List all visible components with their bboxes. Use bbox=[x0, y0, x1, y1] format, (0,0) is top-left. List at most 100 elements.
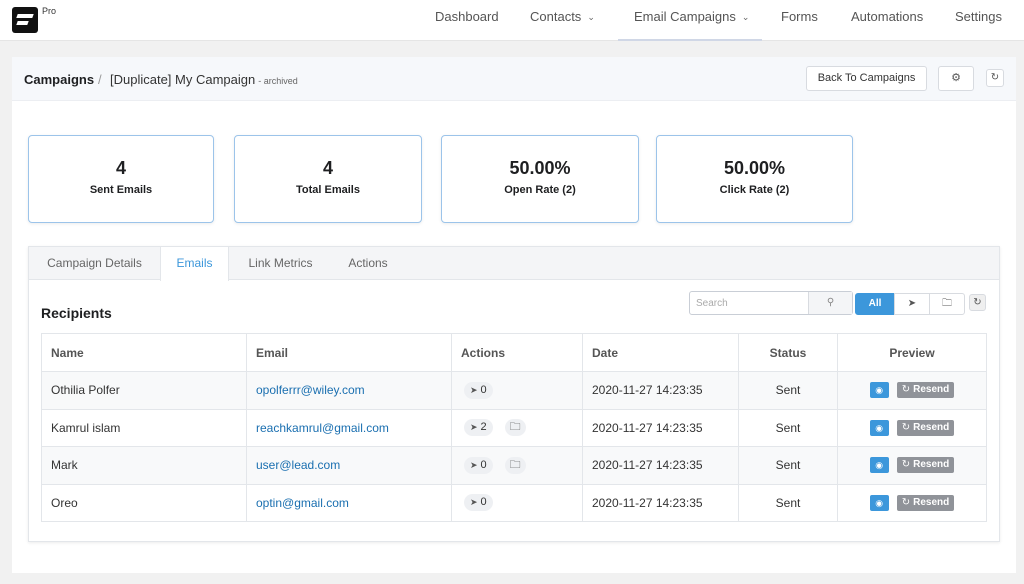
refresh-icon: ↻ bbox=[901, 421, 911, 433]
recipient-actions: ➤ 0 bbox=[451, 371, 583, 410]
recipient-date: 2020-11-27 14:23:35 bbox=[582, 408, 739, 447]
campaign-view: Campaigns / [Duplicate] My Campaign - arc… bbox=[12, 57, 1016, 573]
recipient-name: Kamrul islam bbox=[41, 408, 247, 447]
recipients-table: Name Email Actions Date Status Preview O… bbox=[41, 333, 987, 522]
folder-icon: 🗀 bbox=[504, 456, 526, 474]
filter-folder-button[interactable]: 🗀 bbox=[929, 293, 965, 315]
breadcrumb-separator: / bbox=[98, 72, 102, 87]
send-icon: ➤ bbox=[470, 384, 478, 395]
back-to-campaigns-button[interactable]: Back To Campaigns bbox=[806, 66, 927, 91]
tab-emails[interactable]: Emails bbox=[160, 247, 229, 281]
stat-label: Total Emails bbox=[296, 184, 360, 196]
nav-dashboard[interactable]: Dashboard bbox=[435, 9, 499, 24]
send-icon: ➤ bbox=[470, 497, 478, 508]
recipients-title: Recipients bbox=[41, 305, 112, 321]
search-icon: ⚲ bbox=[826, 297, 835, 308]
stat-value: 50.00% bbox=[723, 158, 786, 178]
breadcrumb-campaigns[interactable]: Campaigns bbox=[24, 72, 95, 87]
stat-label: Click Rate (2) bbox=[719, 184, 790, 196]
recipient-actions: ➤ 0 bbox=[451, 483, 583, 522]
nav-forms[interactable]: Forms bbox=[781, 9, 818, 24]
folder-icon: 🗀 bbox=[942, 298, 952, 309]
recipient-email[interactable]: user@lead.com bbox=[246, 446, 452, 485]
recipient-name: Othilia Polfer bbox=[41, 371, 247, 410]
recipient-name: Oreo bbox=[41, 483, 247, 522]
resend-button[interactable]: ↻ Resend bbox=[896, 419, 955, 436]
nav-email-campaigns[interactable]: Email Campaigns ⌄ bbox=[618, 0, 762, 41]
table-row: Kamrul islam reachkamrul@gmail.com ➤ 2 🗀 2… bbox=[41, 408, 987, 447]
resend-button[interactable]: ↻ Resend bbox=[896, 382, 955, 399]
col-actions: Actions bbox=[451, 333, 583, 372]
clicks-badge: ➤ 0 bbox=[464, 456, 493, 474]
stat-value: 50.00% bbox=[509, 158, 571, 178]
folder-icon: 🗀 bbox=[504, 419, 526, 437]
stat-value: 4 bbox=[322, 158, 333, 178]
filter-all-button[interactable]: All bbox=[855, 293, 895, 315]
recipient-date: 2020-11-27 14:23:35 bbox=[582, 483, 739, 522]
clicks-badge: ➤ 2 bbox=[464, 419, 493, 437]
send-icon: ➤ bbox=[470, 422, 478, 433]
tab-campaign-details[interactable]: Campaign Details bbox=[47, 256, 142, 270]
stat-total-emails: 4 Total Emails bbox=[234, 135, 422, 223]
chevron-down-icon: ⌄ bbox=[741, 12, 750, 22]
settings-button[interactable]: ⚙ bbox=[938, 66, 974, 91]
preview-eye-button[interactable]: ◉ bbox=[869, 457, 889, 474]
recipient-preview: ◉ ↻ Resend bbox=[837, 446, 987, 485]
archived-label: - archived bbox=[258, 76, 298, 86]
clicks-badge: ➤ 0 bbox=[464, 494, 493, 512]
preview-eye-button[interactable]: ◉ bbox=[869, 494, 889, 511]
recipient-email[interactable]: reachkamrul@gmail.com bbox=[246, 408, 452, 447]
resend-button[interactable]: ↻ Resend bbox=[896, 457, 955, 474]
recipient-date: 2020-11-27 14:23:35 bbox=[582, 446, 739, 485]
filter-sent-button[interactable]: ➤ bbox=[894, 293, 930, 315]
table-row: Oreo optin@gmail.com ➤ 0 2020-11-27 14:23… bbox=[41, 483, 987, 522]
refresh-button[interactable]: ↻ bbox=[969, 294, 986, 311]
recipient-date: 2020-11-27 14:23:35 bbox=[582, 371, 739, 410]
table-row: Othilia Polfer opolferrr@wiley.com ➤ 0 20… bbox=[41, 371, 987, 410]
search-box: ⚲ bbox=[689, 291, 853, 315]
tab-actions[interactable]: Actions bbox=[348, 256, 388, 270]
stat-click-rate: 50.00% Click Rate (2) bbox=[656, 135, 853, 223]
table-row: Mark user@lead.com ➤ 0 🗀 2020-11-27 14:23:… bbox=[41, 446, 987, 485]
preview-eye-button[interactable]: ◉ bbox=[869, 419, 889, 436]
col-name[interactable]: Name bbox=[41, 333, 247, 372]
col-status: Status bbox=[738, 333, 838, 372]
recipient-preview: ◉ ↻ Resend bbox=[837, 408, 987, 447]
page-title: [Duplicate] My Campaign - archived bbox=[110, 72, 298, 87]
send-icon: ➤ bbox=[907, 298, 917, 309]
resend-button[interactable]: ↻ Resend bbox=[896, 494, 955, 511]
nav-settings[interactable]: Settings bbox=[955, 9, 1002, 24]
refresh-icon: ↻ bbox=[901, 384, 911, 396]
preview-eye-button[interactable]: ◉ bbox=[869, 382, 889, 399]
app-logo[interactable] bbox=[12, 7, 38, 33]
nav-automations[interactable]: Automations bbox=[851, 9, 924, 24]
search-input[interactable] bbox=[690, 292, 808, 314]
col-email[interactable]: Email bbox=[246, 333, 452, 372]
recipient-preview: ◉ ↻ Resend bbox=[837, 483, 987, 522]
pro-badge: Pro bbox=[42, 6, 57, 16]
stat-value: 4 bbox=[115, 158, 126, 178]
stat-open-rate: 50.00% Open Rate (2) bbox=[441, 135, 639, 223]
chevron-down-icon: ⌄ bbox=[587, 12, 595, 22]
refresh-icon: ↻ bbox=[901, 459, 911, 471]
sync-icon: ↻ bbox=[990, 72, 1000, 83]
nav-contacts[interactable]: Contacts ⌄ bbox=[530, 0, 595, 41]
recipient-status: Sent bbox=[738, 408, 838, 447]
stat-label: Open Rate (2) bbox=[504, 184, 576, 196]
search-button[interactable]: ⚲ bbox=[808, 292, 852, 314]
recipient-name: Mark bbox=[41, 446, 247, 485]
recipient-status: Sent bbox=[738, 483, 838, 522]
table-header-row: Name Email Actions Date Status Preview bbox=[41, 333, 987, 372]
refresh-icon: ↻ bbox=[901, 496, 911, 508]
recipient-email[interactable]: opolferrr@wiley.com bbox=[246, 371, 452, 410]
recipient-email[interactable]: optin@gmail.com bbox=[246, 483, 452, 522]
page-header: Campaigns / [Duplicate] My Campaign - arc… bbox=[12, 57, 1016, 101]
clicks-badge: ➤ 0 bbox=[464, 381, 493, 399]
sync-button[interactable]: ↻ bbox=[986, 69, 1004, 87]
stat-sent-emails: 4 Sent Emails bbox=[28, 135, 214, 223]
tab-link-metrics[interactable]: Link Metrics bbox=[248, 256, 313, 270]
send-icon: ➤ bbox=[470, 459, 478, 470]
refresh-icon: ↻ bbox=[973, 297, 982, 308]
tab-bar: Campaign Details Emails Link Metrics Act… bbox=[29, 247, 999, 281]
col-date[interactable]: Date bbox=[582, 333, 739, 372]
